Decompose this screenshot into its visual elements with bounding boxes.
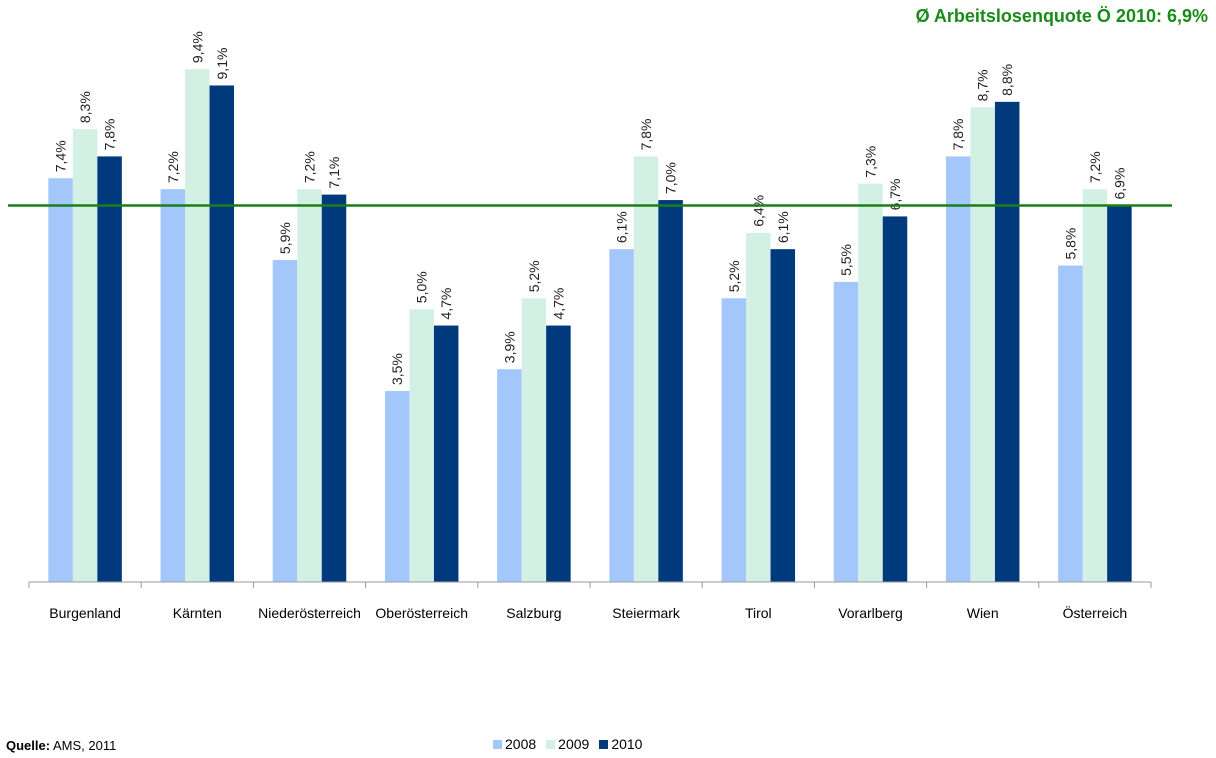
bar-2010-5 <box>658 200 683 582</box>
bar-2010-6 <box>770 249 796 583</box>
data-label-2008-2: 5,9% <box>277 222 293 254</box>
category-label-3: Oberösterreich <box>375 605 468 621</box>
category-label-8: Wien <box>967 605 999 621</box>
bar-2009-1 <box>185 69 210 582</box>
legend-item-2010: 2010 <box>599 736 642 752</box>
bar-2010-0 <box>97 156 122 582</box>
x-axis: Burgenland Kärnten Niederösterreich Oberöst… <box>28 581 1152 621</box>
data-label-2010-4: 4,7% <box>550 288 566 320</box>
bar-2010-1 <box>209 85 235 582</box>
bar-2010-9 <box>1107 205 1132 582</box>
data-label-2009-3: 5,0% <box>414 271 430 303</box>
data-label-2010-8: 8,8% <box>999 64 1015 96</box>
legend-swatch-2010 <box>599 739 609 749</box>
legend-label-2008: 2008 <box>505 736 537 752</box>
category-label-9: Österreich <box>1063 604 1128 621</box>
data-label-2008-4: 3,9% <box>501 331 517 363</box>
bar-2009-2 <box>297 189 322 582</box>
data-label-2010-3: 4,7% <box>438 288 454 320</box>
data-label-2008-8: 7,8% <box>950 118 966 150</box>
source-note: Quelle: AMS, 2011 <box>6 738 116 753</box>
category-label-4: Salzburg <box>506 605 561 621</box>
data-label-2008-9: 5,8% <box>1062 228 1078 260</box>
data-label-2009-8: 8,7% <box>975 69 991 101</box>
bar-2008-2 <box>272 260 298 582</box>
bar-2008-4 <box>497 369 522 582</box>
bar-2008-7 <box>833 281 859 582</box>
data-label-2008-5: 6,1% <box>614 211 630 243</box>
bar-2008-8 <box>945 156 971 582</box>
bar-2010-7 <box>882 216 908 582</box>
data-label-2009-4: 5,2% <box>526 260 542 292</box>
legend-label-2009: 2009 <box>558 736 590 752</box>
data-label-2009-1: 9,4% <box>189 31 205 63</box>
bar-2009-6 <box>746 232 771 582</box>
category-label-5: Steiermark <box>612 605 681 621</box>
bar-2009-5 <box>633 156 659 582</box>
bar-2008-9 <box>1058 265 1083 582</box>
bar-2008-6 <box>721 298 747 582</box>
bars-layer: 7,4% 8,3% 7,8% 7,2% 9,4% 9,1% 5,9% 7,2% 7,1% 3,5%… <box>48 31 1132 583</box>
bar-2009-0 <box>72 129 98 582</box>
data-label-2008-6: 5,2% <box>726 260 742 292</box>
data-label-2008-3: 3,5% <box>389 353 405 385</box>
data-label-2010-9: 6,9% <box>1111 168 1127 200</box>
bar-2010-2 <box>321 194 347 583</box>
data-label-2008-7: 5,5% <box>838 244 854 276</box>
legend-item-2008: 2008 <box>493 736 536 752</box>
data-label-2008-0: 7,4% <box>53 140 69 172</box>
bar-2010-4 <box>546 325 571 582</box>
legend-label-2010: 2010 <box>611 736 643 752</box>
bar-2009-9 <box>1082 189 1108 582</box>
source-text: AMS, 2011 <box>50 738 117 753</box>
bar-2008-1 <box>160 189 186 582</box>
data-label-2010-0: 7,8% <box>102 118 118 150</box>
bar-2010-8 <box>994 101 1020 582</box>
legend-swatch-2008 <box>493 739 502 749</box>
bar-2010-3 <box>433 325 459 582</box>
bar-2009-4 <box>521 298 547 582</box>
average-rate-annotation: Ø Arbeitslosenquote Ö 2010: 6,9% <box>915 6 1208 26</box>
source-label: Quelle: <box>6 738 51 753</box>
data-label-2008-1: 7,2% <box>165 151 181 183</box>
bar-2009-8 <box>970 107 995 583</box>
data-label-2010-2: 7,1% <box>326 157 342 189</box>
data-label-2009-2: 7,2% <box>302 151 318 183</box>
bar-2008-0 <box>48 178 73 582</box>
data-label-2009-7: 7,3% <box>863 146 879 178</box>
bar-2008-3 <box>384 391 410 582</box>
data-label-2009-5: 7,8% <box>638 118 654 150</box>
data-label-2009-9: 7,2% <box>1087 151 1103 183</box>
data-label-2009-6: 6,4% <box>750 195 766 227</box>
data-label-2010-6: 6,1% <box>775 211 791 243</box>
category-label-2: Niederösterreich <box>258 605 361 621</box>
data-label-2009-0: 8,3% <box>77 91 93 123</box>
legend-item-2009: 2009 <box>546 736 589 752</box>
category-label-7: Vorarlberg <box>838 605 903 621</box>
bar-2009-7 <box>858 183 883 582</box>
data-label-2010-7: 6,7% <box>887 179 903 211</box>
bar-2009-3 <box>409 309 434 582</box>
legend: 2008 2009 2010 <box>493 736 642 752</box>
category-label-0: Burgenland <box>49 605 121 621</box>
bar-2008-5 <box>609 249 634 583</box>
category-label-6: Tirol <box>745 605 772 621</box>
legend-swatch-2009 <box>546 739 556 749</box>
category-label-1: Kärnten <box>173 605 222 621</box>
data-label-2010-5: 7,0% <box>663 162 679 194</box>
data-label-2010-1: 9,1% <box>214 48 230 80</box>
